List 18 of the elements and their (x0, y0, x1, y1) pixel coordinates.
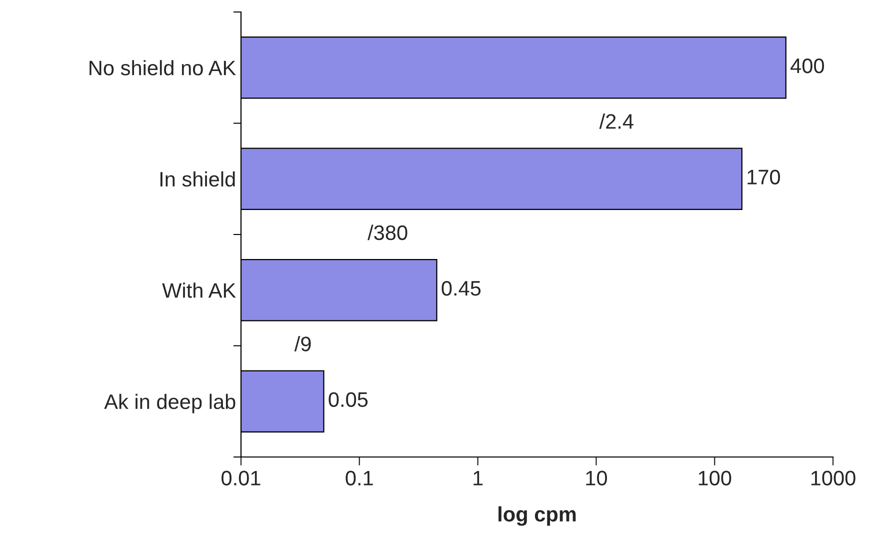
x-tick-label: 1 (474, 470, 483, 486)
x-tick-label: 1000 (811, 470, 856, 486)
data-label: 170 (748, 170, 780, 184)
x-tick-label: 100 (698, 470, 732, 486)
data-label: 0.05 (328, 392, 368, 407)
x-tick-label: 0.01 (222, 470, 260, 486)
x-axis-title: log cpm (498, 506, 576, 526)
y-tick-label: With AK (162, 282, 236, 298)
y-tick-label: No shield no AK (90, 60, 236, 76)
data-label: 0.45 (442, 280, 481, 296)
x-tick-label: 0.1 (346, 470, 373, 486)
annotation: /2.4 (599, 114, 634, 129)
y-tick-label: Ak in deep lab (104, 394, 236, 414)
x-tick-label: 10 (586, 470, 607, 486)
annotation: /9 (294, 336, 311, 352)
data-label: 400 (790, 58, 824, 74)
annotation: /380 (368, 224, 408, 240)
y-tick-label: In shield (160, 171, 235, 187)
